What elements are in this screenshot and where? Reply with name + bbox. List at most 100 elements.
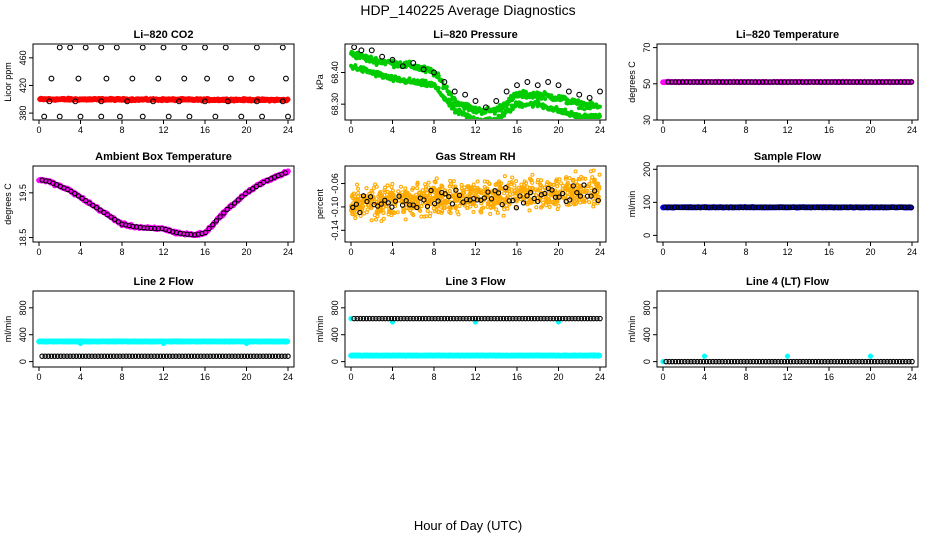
- data-point: [663, 358, 669, 365]
- data-point: [586, 94, 593, 101]
- data-point: [592, 199, 597, 204]
- data-point: [675, 358, 682, 365]
- data-point: [354, 315, 360, 322]
- data-point: [46, 98, 53, 105]
- data-point: [453, 205, 458, 210]
- data-point: [248, 75, 255, 82]
- data-point: [671, 204, 678, 211]
- data-point: [442, 191, 448, 197]
- data-point: [213, 353, 220, 359]
- data-point: [350, 204, 356, 211]
- data-point: [498, 186, 503, 191]
- data-point: [138, 353, 145, 359]
- data-point: [738, 79, 744, 85]
- data-point: [814, 204, 821, 211]
- data-point: [376, 315, 382, 322]
- data-point: [379, 53, 386, 60]
- data-point: [733, 204, 740, 211]
- data-point: [886, 204, 892, 211]
- data-point: [510, 315, 516, 322]
- data-point: [238, 353, 245, 359]
- data-point: [541, 315, 547, 322]
- data-point: [836, 204, 843, 211]
- y-tick-label: 30: [642, 115, 652, 125]
- data-point: [908, 204, 914, 211]
- data-point: [895, 204, 902, 211]
- data-point: [883, 79, 889, 85]
- data-point: [517, 193, 523, 199]
- data-point: [517, 189, 522, 194]
- data-point: [284, 96, 291, 103]
- data-point: [415, 186, 420, 191]
- data-point: [840, 358, 847, 365]
- data-point: [699, 204, 706, 211]
- data-point: [385, 200, 391, 206]
- data-point: [544, 203, 549, 208]
- x-tick-label: 0: [348, 372, 353, 382]
- data-point: [669, 358, 676, 365]
- data-point: [591, 204, 596, 209]
- panel-title: Line 4 (LT) Flow: [746, 276, 829, 288]
- data-point: [574, 189, 580, 196]
- data-point: [594, 315, 600, 322]
- panel-title: Gas Stream RH: [435, 151, 515, 163]
- y-tick-label: 19.5: [18, 184, 28, 202]
- x-tick-label: 0: [660, 372, 665, 382]
- data-point: [730, 79, 737, 85]
- data-point: [672, 358, 679, 365]
- x-tick-label: 24: [595, 372, 605, 382]
- data-point: [554, 190, 560, 195]
- data-point: [456, 212, 461, 217]
- data-point: [116, 113, 123, 119]
- data-point: [469, 315, 476, 322]
- data-point: [830, 204, 836, 211]
- data-point: [674, 204, 681, 211]
- data-point: [77, 340, 84, 347]
- data-point: [482, 315, 488, 322]
- data-point: [465, 184, 470, 189]
- data-point: [803, 358, 809, 365]
- data-point: [476, 118, 479, 119]
- data-point: [530, 185, 535, 190]
- data-point: [576, 186, 581, 191]
- data-point: [784, 353, 791, 359]
- data-point: [569, 315, 575, 322]
- data-point: [573, 169, 578, 174]
- data-point: [75, 193, 82, 199]
- data-point: [357, 315, 364, 322]
- data-point: [61, 353, 67, 359]
- x-tick-label: 4: [78, 247, 83, 257]
- data-point: [416, 190, 422, 196]
- data-point: [427, 214, 432, 219]
- data-point: [878, 358, 884, 365]
- y-axis-label: degrees C: [627, 61, 637, 103]
- data-point: [228, 203, 234, 209]
- data-point: [279, 45, 286, 51]
- data-point: [151, 353, 157, 359]
- data-point: [591, 315, 597, 322]
- data-point: [419, 214, 424, 219]
- data-point: [454, 195, 459, 200]
- data-point: [73, 353, 80, 359]
- data-point: [756, 79, 762, 85]
- y-tick-label: 400: [330, 327, 340, 342]
- data-point: [565, 180, 570, 185]
- data-point: [730, 204, 737, 211]
- data-point: [378, 193, 383, 199]
- data-point: [433, 180, 438, 185]
- y-tick-label: 0: [18, 359, 28, 364]
- data-point: [474, 197, 480, 203]
- data-point: [402, 209, 407, 214]
- data-point: [381, 216, 386, 221]
- data-point: [254, 353, 260, 359]
- data-point: [472, 98, 479, 104]
- data-point: [152, 225, 158, 232]
- data-point: [581, 182, 587, 188]
- data-point: [481, 189, 486, 194]
- data-point: [232, 353, 238, 359]
- data-point: [752, 204, 759, 211]
- data-point: [852, 204, 858, 211]
- data-point: [462, 91, 469, 98]
- data-point: [126, 353, 133, 359]
- data-point: [385, 315, 392, 322]
